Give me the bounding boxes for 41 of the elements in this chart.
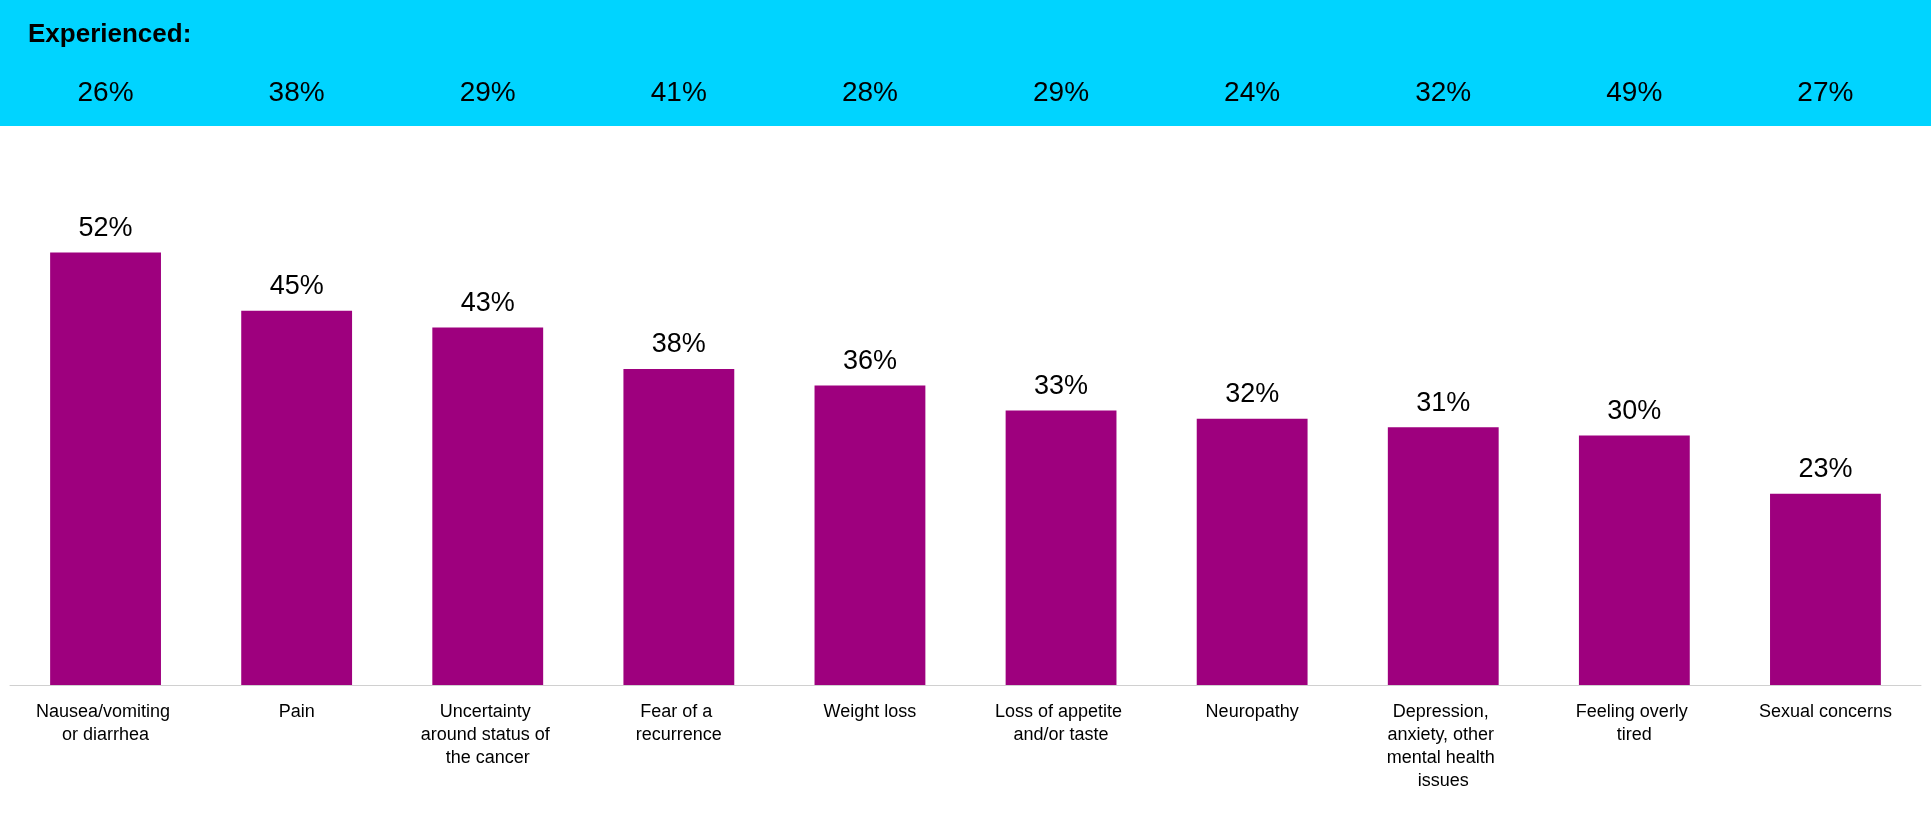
bar: [1196, 418, 1308, 685]
text: 24%: [1224, 76, 1281, 107]
data-label: 36%: [842, 345, 897, 376]
bar: [1578, 435, 1690, 685]
data-label: 33%: [1034, 370, 1089, 401]
data-label: 31%: [1416, 386, 1471, 417]
bar: [1770, 493, 1881, 685]
x-tick-label: Feeling overly tired: [1575, 700, 1693, 744]
data-label: 32%: [1225, 378, 1280, 409]
bar: [814, 385, 926, 685]
text: 41%: [650, 76, 707, 107]
data-label: 45%: [269, 270, 324, 301]
bar: [1005, 410, 1117, 685]
data-label: 43%: [460, 286, 515, 317]
text: 29%: [459, 76, 516, 107]
x-tick-label: Loss of appetite and/or taste: [995, 700, 1128, 744]
bar: [1387, 427, 1499, 685]
bar: [50, 252, 161, 685]
x-tick-label: Weight loss: [823, 700, 917, 721]
bar: [432, 327, 544, 685]
x-tick-label: Nausea/vomiting or diarrhea: [36, 700, 176, 744]
text: 29%: [1032, 76, 1090, 107]
bar: [241, 310, 353, 685]
text: 27%: [1797, 76, 1854, 107]
x-tick-label: Fear of a recurrence: [635, 700, 722, 744]
data-label: 30%: [1607, 395, 1662, 425]
data-label: 23%: [1798, 453, 1853, 484]
text: Experienced:: [28, 18, 192, 49]
x-tick-label: Pain: [278, 700, 315, 721]
data-label: 38%: [651, 328, 706, 359]
x-tick-label: Sexual concerns: [1758, 700, 1892, 721]
text: 38%: [268, 76, 325, 107]
bar: [623, 368, 735, 685]
text: 26%: [77, 76, 134, 107]
data-label: 52%: [78, 212, 133, 243]
text: 49%: [1606, 76, 1663, 107]
x-tick-label: Depression, anxiety, other mental health issues: [1386, 700, 1500, 790]
text: 32%: [1415, 76, 1472, 107]
text: 28%: [841, 76, 898, 107]
x-tick-label: Neuropathy: [1205, 700, 1299, 721]
x-tick-label: Uncertainty around status of the cancer: [420, 700, 555, 767]
